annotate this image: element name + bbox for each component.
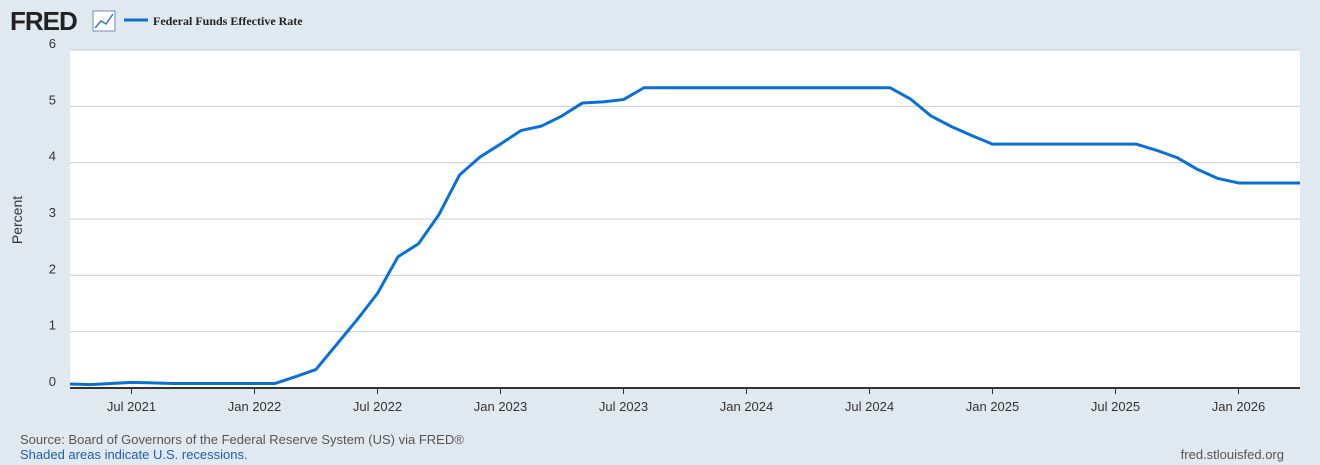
y-tick-label: 1 [49, 318, 56, 333]
x-tick-label: Jul 2021 [107, 399, 156, 414]
x-tick-label: Jan 2025 [966, 399, 1020, 414]
x-tick-label: Jul 2022 [353, 399, 402, 414]
y-tick-label: 3 [49, 205, 56, 220]
source-url: fred.stlouisfed.org [1181, 447, 1284, 462]
y-tick-label: 2 [49, 261, 56, 276]
x-tick-label: Jan 2024 [720, 399, 774, 414]
series-line [69, 86, 1300, 387]
x-tick-label: Jan 2023 [474, 399, 528, 414]
x-tick-label: Jan 2026 [1212, 399, 1266, 414]
x-tick-label: Jan 2022 [228, 399, 282, 414]
y-tick-label: 0 [49, 374, 56, 389]
y-axis-label: Percent [9, 196, 25, 244]
y-tick-label: 6 [49, 36, 56, 51]
x-tick-label: Jul 2023 [599, 399, 648, 414]
y-tick-label: 4 [49, 149, 56, 164]
logo: FRED [10, 6, 77, 36]
recession-note: Shaded areas indicate U.S. recessions. [20, 447, 248, 462]
logo-icon [92, 10, 116, 32]
y-tick-label: 5 [49, 92, 56, 107]
x-tick-label: Jul 2025 [1091, 399, 1140, 414]
x-tick-label: Jul 2024 [845, 399, 894, 414]
source: Source: Board of Governors of the Federa… [20, 432, 464, 447]
legend-label: Federal Funds Effective Rate [153, 14, 303, 28]
